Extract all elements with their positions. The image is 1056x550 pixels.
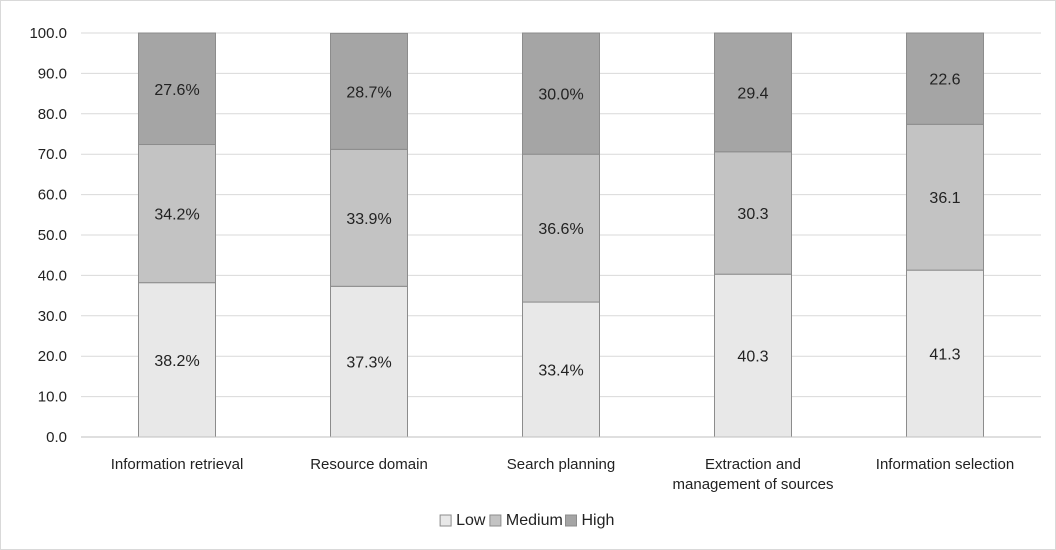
bar-segment-medium [138,144,216,284]
legend-swatch-high [565,514,577,527]
data-label: 28.7% [346,84,391,101]
legend-swatch-medium [489,514,502,527]
bar-segment-medium [714,151,792,275]
bar-segment-medium [330,148,408,287]
bar-segment-low [906,269,984,438]
x-category-label: Information retrieval [111,456,244,473]
x-category-label: Information selection [876,456,1014,473]
data-label: 37.3% [346,355,391,372]
legend-label-medium: Medium [506,512,563,529]
bar-segment-high [714,32,792,153]
data-label: 29.4 [737,85,768,102]
y-tick-label: 40.0 [38,267,67,284]
bar-segment-high [330,32,408,150]
y-tick-label: 100.0 [29,25,67,42]
y-tick-label: 30.0 [38,308,67,325]
data-label: 33.4% [538,363,583,380]
y-tick-label: 50.0 [38,227,67,244]
y-tick-label: 80.0 [38,106,67,123]
bars [138,32,984,438]
legend-swatch-low [439,514,452,527]
y-tick-label: 0.0 [46,429,67,446]
y-tick-label: 70.0 [38,146,67,163]
x-category-label: Search planning [507,456,615,473]
data-labels: 38.2% 34.2% 27.6% 37.3% 33.9% 28.7% 33.4% 36.6%… [154,72,960,380]
y-tick-label: 60.0 [38,187,67,204]
bar-segment-high [138,32,216,146]
data-label: 30.3 [737,206,768,223]
data-label: 22.6 [929,72,960,89]
data-label: 41.3 [929,347,960,364]
data-label: 30.0% [538,87,583,104]
data-label: 36.6% [538,221,583,238]
legend: Low Medium High [439,512,615,529]
bar-segment-high [906,32,984,125]
data-label: 38.2% [154,353,199,370]
y-tick-label: 10.0 [38,389,67,406]
x-category-label: management of sources [673,476,834,493]
x-category-label: Extraction and [705,456,801,473]
x-category-label: Resource domain [310,456,428,473]
data-label: 36.1 [929,190,960,207]
axes: 0.0 10.0 20.0 30.0 40.0 50.0 60.0 70.0 80.0 90.0 1… [29,25,1041,493]
data-label: 34.2% [154,207,199,224]
data-label: 33.9% [346,211,391,228]
legend-label-high: High [582,512,615,529]
data-label: 27.6% [154,82,199,99]
y-tick-label: 90.0 [38,65,67,82]
bar-segment-low [330,285,408,438]
bar-segment-low [714,273,792,438]
bar-segment-low [522,301,600,438]
y-tick-label: 20.0 [38,348,67,365]
bar-segment-medium [522,153,600,303]
bar-segment-high [522,32,600,155]
legend-label-low: Low [456,512,486,529]
data-label: 40.3 [737,349,768,366]
